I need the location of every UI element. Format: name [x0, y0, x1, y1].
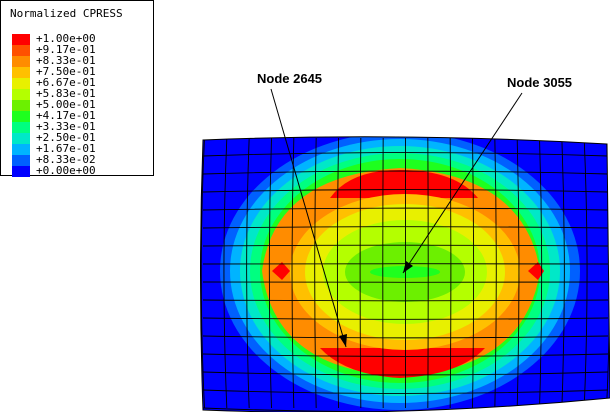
legend-label: +8.33e-01: [36, 54, 96, 67]
contour-band-red-top: [330, 170, 478, 198]
mesh-row-line: [202, 170, 609, 175]
mesh-column-line: [494, 137, 497, 409]
legend-label: +9.17e-01: [36, 43, 96, 56]
legend-swatch: [12, 111, 30, 122]
mesh-row-line: [202, 335, 609, 339]
legend-label: +5.00e-01: [36, 98, 96, 111]
legend-swatch: [12, 166, 30, 177]
mesh-column-line: [223, 137, 228, 409]
legend-swatch: [12, 56, 30, 67]
contour-band-center: [370, 266, 440, 278]
legend-swatch: [12, 100, 30, 111]
legend-swatch: [12, 34, 30, 45]
mesh-outline: [200, 136, 610, 412]
leader-line-2645: [270, 88, 347, 348]
mesh-row-line: [202, 317, 609, 320]
mesh-row-line: [202, 189, 609, 193]
legend-label: +6.67e-01: [36, 76, 96, 89]
mesh-column-line: [359, 137, 362, 409]
mesh-column-line: [314, 137, 317, 409]
legend-swatch: [12, 45, 30, 56]
legend-swatch: [12, 144, 30, 155]
legend-label: +2.50e-01: [36, 131, 96, 144]
legend-label: +3.33e-01: [36, 120, 96, 133]
mesh-column-line: [336, 137, 339, 409]
mesh-row-line: [202, 226, 609, 229]
legend: Normalized CPRESS +1.00e+00 +9.17e-01 +8.3…: [0, 0, 154, 177]
contour-band-red-left: [272, 262, 290, 280]
legend-swatch: [12, 89, 30, 100]
mesh-row-line: [202, 353, 609, 357]
mesh-row-line: [202, 371, 609, 376]
mesh-column-line: [200, 137, 205, 409]
mesh-column-line: [583, 137, 588, 409]
leader-line-3055: [402, 92, 523, 274]
arrow-head-3055: [403, 261, 413, 273]
legend-label: +4.17e-01: [36, 109, 96, 122]
contour-band-red-bottom: [320, 348, 485, 378]
legend-label: +8.33e-02: [36, 153, 96, 166]
legend-label: +5.83e-01: [36, 87, 96, 100]
contour-field: [200, 136, 610, 412]
legend-label: +1.00e+00: [36, 32, 96, 45]
legend-label: +7.50e-01: [36, 65, 96, 78]
mesh-column-line: [472, 137, 475, 409]
legend-swatch: [12, 122, 30, 133]
arrow-head-2645: [339, 334, 347, 347]
legend-swatch: [12, 67, 30, 78]
mesh-column-line: [449, 137, 452, 409]
legend-swatch: [12, 78, 30, 89]
legend-label: +1.67e-01: [36, 142, 96, 155]
mesh-row-line: [202, 299, 609, 302]
mesh-row-line: [202, 207, 609, 211]
mesh-row-line: [202, 389, 609, 394]
mesh-row-line: [202, 152, 609, 157]
legend-label: +0.00e+00: [36, 164, 96, 177]
mesh-row-line: [202, 244, 609, 247]
node-label-3055: Node 3055: [507, 75, 572, 90]
node-label-2645: Node 2645: [257, 71, 322, 86]
legend-title: Normalized CPRESS: [10, 7, 123, 20]
legend-swatch: [12, 155, 30, 166]
contour-band-red-right: [528, 262, 544, 280]
legend-swatch: [12, 133, 30, 144]
